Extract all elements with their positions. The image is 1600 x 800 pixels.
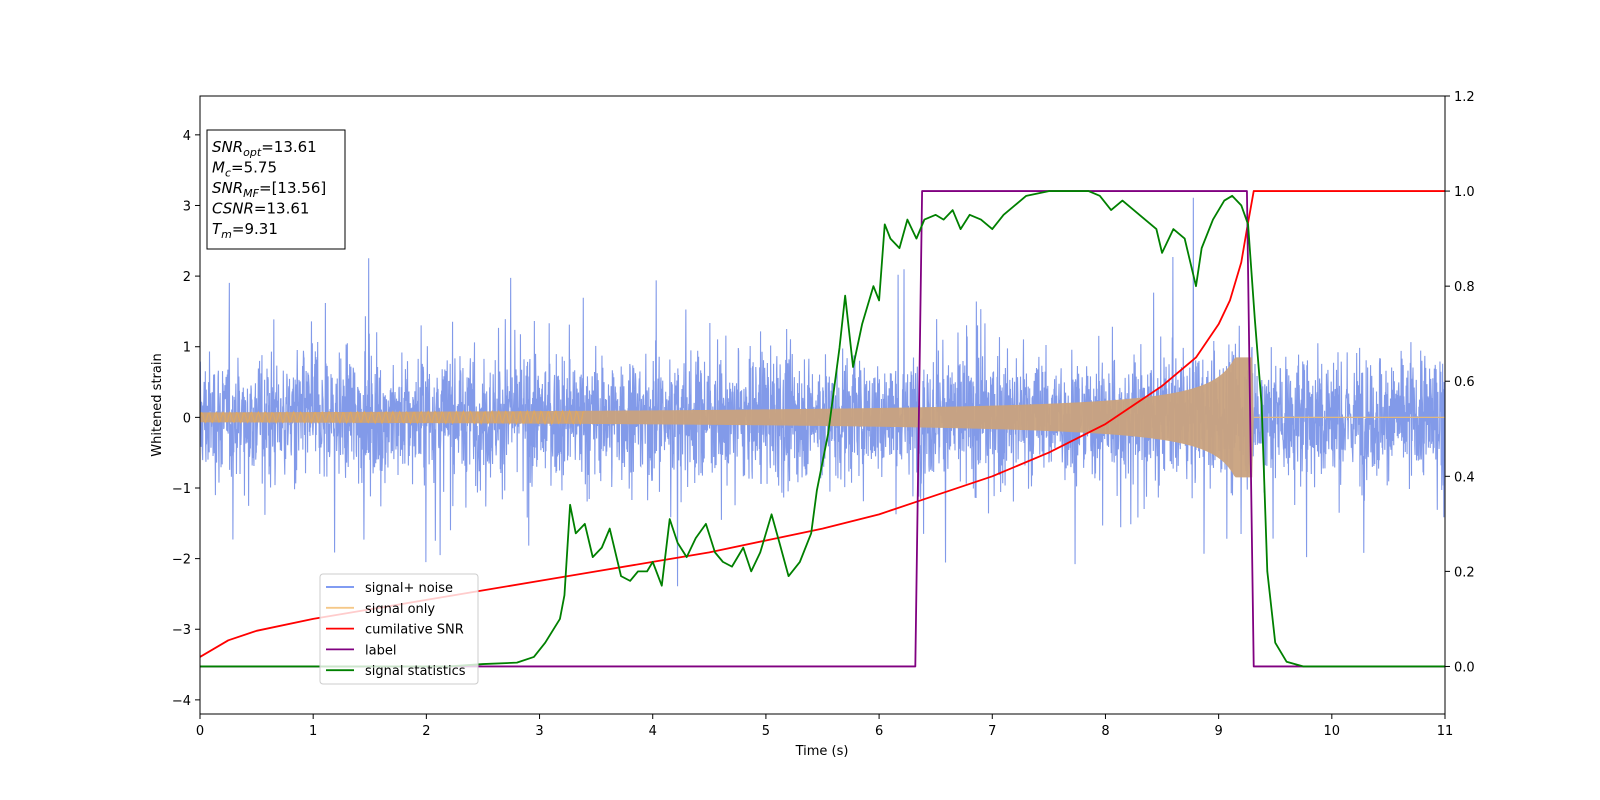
x-tick-label: 9 xyxy=(1214,724,1222,739)
y-axis-right: 0.0 0.2 0.4 0.6 0.8 1.0 1.2 xyxy=(1445,90,1475,675)
legend-label: label xyxy=(365,643,396,658)
y-left-tick-label: 2 xyxy=(183,270,191,285)
y-left-tick-label: 1 xyxy=(183,341,191,356)
x-tick-label: 8 xyxy=(1101,724,1109,739)
y-right-tick-label: 0.8 xyxy=(1454,280,1475,295)
y-right-tick-label: 1.2 xyxy=(1454,90,1475,105)
y-right-tick-label: 0.6 xyxy=(1454,375,1475,390)
signal-only-envelope xyxy=(200,357,1254,478)
x-tick-label: 4 xyxy=(649,724,657,739)
y-left-tick-label: −4 xyxy=(172,694,191,709)
info-box-frame xyxy=(206,129,346,250)
x-tick-label: 10 xyxy=(1324,724,1341,739)
legend-label: signal+ noise xyxy=(365,581,453,596)
info-line: CSNR=13.61 xyxy=(212,200,309,218)
legend-label: signal statistics xyxy=(365,664,466,679)
y-left-tick-label: −1 xyxy=(172,482,191,497)
chirp-series xyxy=(200,357,1445,478)
legend-label: signal only xyxy=(365,602,435,617)
x-tick-label: 6 xyxy=(875,724,883,739)
y-left-tick-label: −3 xyxy=(172,623,191,638)
x-axis-label: Time (s) xyxy=(795,744,849,759)
info-line: SNRMF=[13.56] xyxy=(212,179,326,200)
y-axis-left: −4 −3 −2 −1 0 1 2 3 4 xyxy=(172,129,200,709)
x-tick-label: 0 xyxy=(196,724,204,739)
signal-only-line xyxy=(200,409,585,426)
legend: signal+ noise signal only cumilative SNR la… xyxy=(319,573,479,685)
y-axis-left-label: Whitened strain xyxy=(150,353,165,456)
info-line: SNRopt=13.61 xyxy=(212,138,317,159)
y-left-tick-label: 4 xyxy=(183,129,191,144)
y-left-tick-label: 0 xyxy=(183,411,191,426)
plot-frame xyxy=(199,95,1446,715)
y-left-tick-label: 3 xyxy=(183,199,191,214)
legend-frame xyxy=(319,573,479,685)
x-tick-label: 2 xyxy=(422,724,430,739)
y-left-tick-label: −2 xyxy=(172,553,191,568)
info-line: Tm=9.31 xyxy=(212,220,278,241)
x-tick-label: 3 xyxy=(535,724,543,739)
x-tick-label: 7 xyxy=(988,724,996,739)
x-tick-label: 5 xyxy=(762,724,770,739)
y-right-tick-label: 0.2 xyxy=(1454,565,1475,580)
y-right-tick-label: 1.0 xyxy=(1454,185,1475,200)
x-tick-label: 11 xyxy=(1437,724,1454,739)
y-right-tick-label: 0.4 xyxy=(1454,470,1475,485)
y-right-tick-label: 0.0 xyxy=(1454,660,1475,675)
info-line: Mc=5.75 xyxy=(212,159,277,180)
legend-label: cumilative SNR xyxy=(365,623,464,638)
info-box: SNRopt=13.61Mc=5.75SNRMF=[13.56]CSNR=13.… xyxy=(206,129,346,250)
x-tick-label: 1 xyxy=(309,724,317,739)
signal-statistics-line xyxy=(200,190,1445,668)
x-axis: 0 1 2 3 4 5 6 7 8 9 10 11 xyxy=(196,714,1453,739)
